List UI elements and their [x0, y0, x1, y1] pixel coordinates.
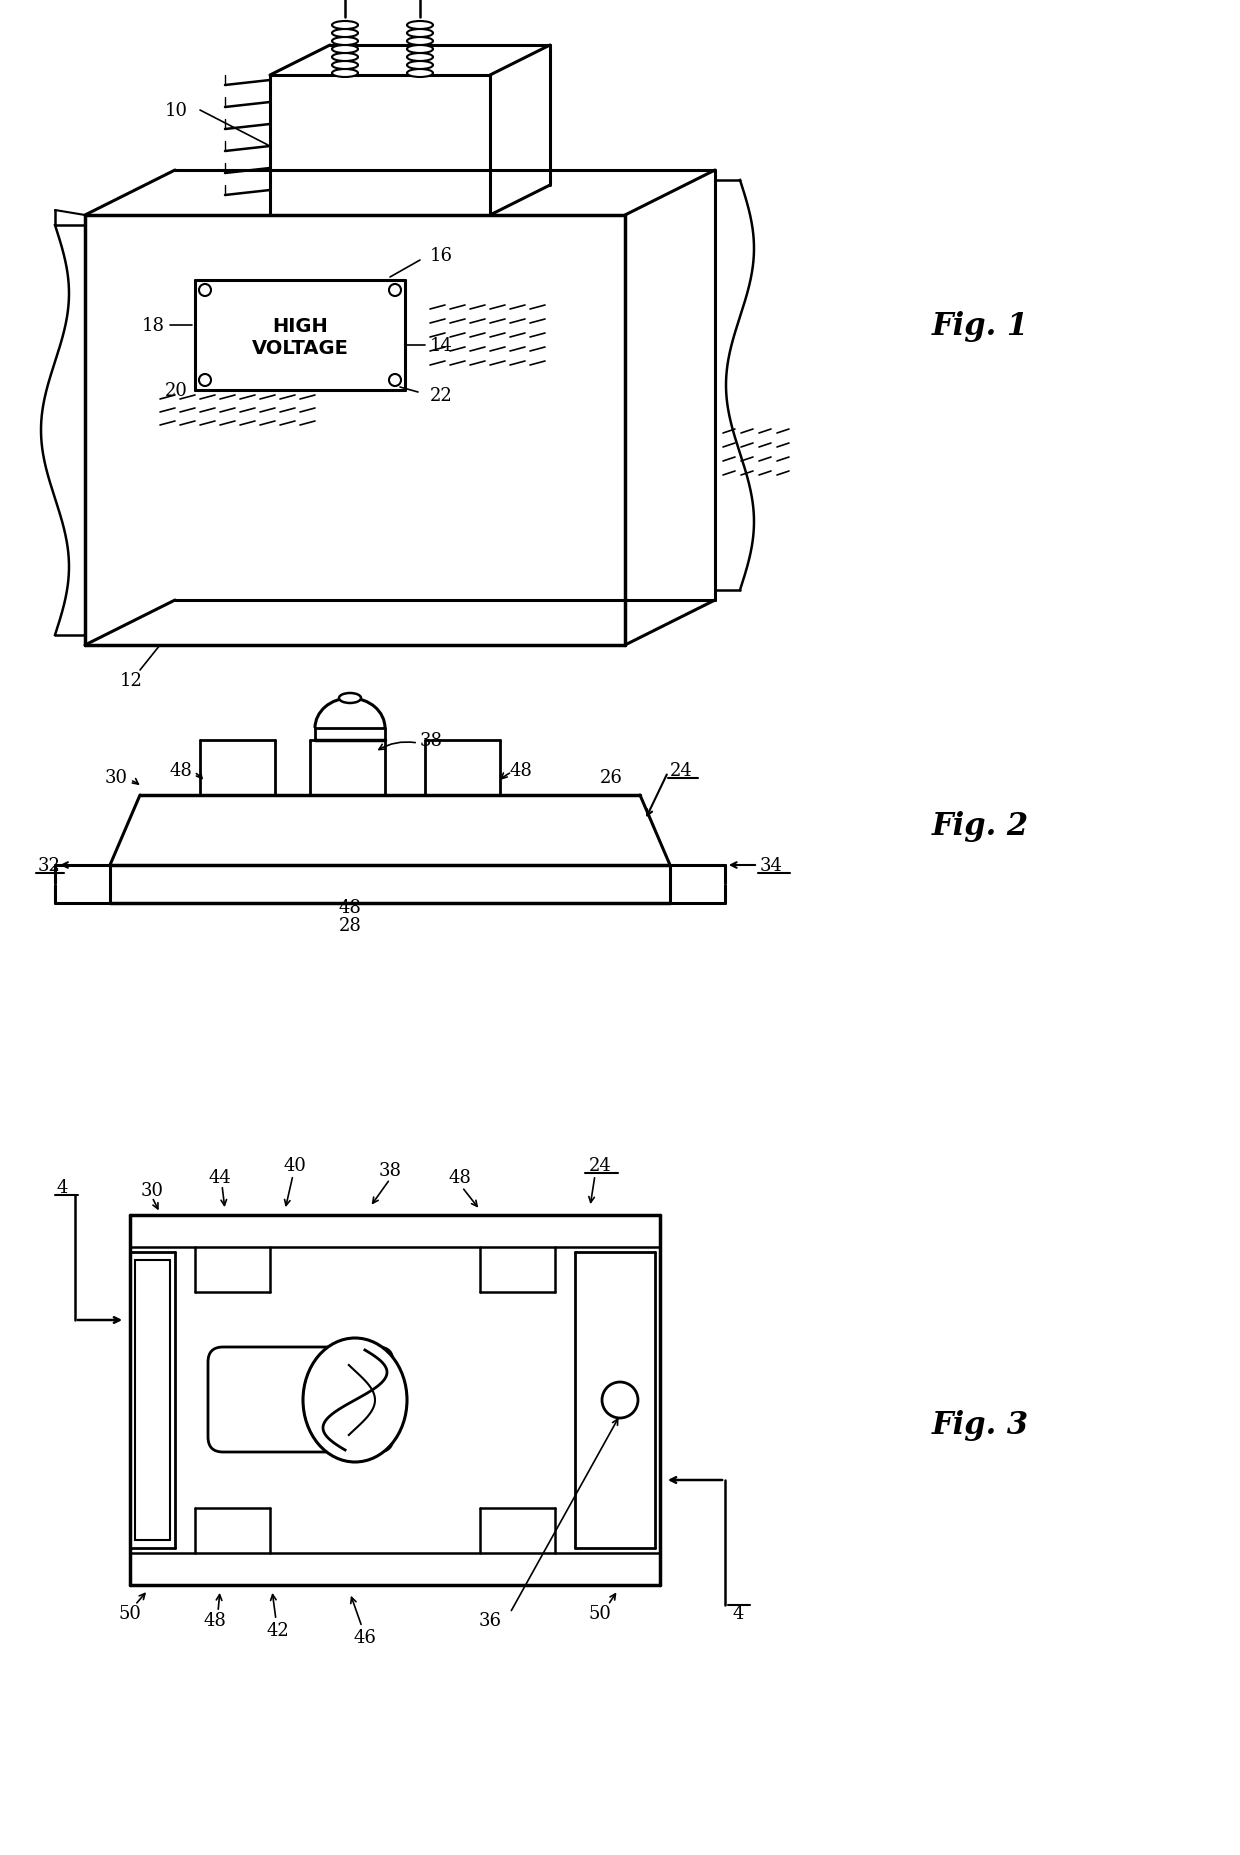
Text: 12: 12 [120, 672, 143, 690]
Text: 48: 48 [169, 762, 192, 779]
Text: 40: 40 [284, 1156, 306, 1174]
Text: Fig. 2: Fig. 2 [931, 811, 1028, 840]
Text: 28: 28 [339, 916, 361, 935]
Text: 46: 46 [353, 1629, 377, 1645]
Text: 48: 48 [510, 762, 533, 779]
Text: Fig. 1: Fig. 1 [931, 310, 1028, 341]
Ellipse shape [407, 70, 433, 78]
Text: Fig. 3: Fig. 3 [931, 1410, 1028, 1441]
Ellipse shape [332, 61, 358, 70]
Text: 16: 16 [430, 247, 453, 265]
Ellipse shape [303, 1337, 407, 1462]
Ellipse shape [339, 694, 361, 703]
Ellipse shape [407, 46, 433, 54]
Text: 26: 26 [600, 768, 622, 787]
Text: 44: 44 [208, 1169, 232, 1187]
Text: VOLTAGE: VOLTAGE [252, 339, 348, 358]
Ellipse shape [407, 22, 433, 30]
Text: 30: 30 [105, 768, 128, 787]
Ellipse shape [407, 61, 433, 70]
Text: 18: 18 [143, 317, 165, 334]
Ellipse shape [332, 70, 358, 78]
Text: 50: 50 [119, 1605, 141, 1621]
Text: 38: 38 [420, 731, 443, 749]
Text: 20: 20 [165, 382, 188, 401]
Ellipse shape [332, 46, 358, 54]
Ellipse shape [332, 30, 358, 37]
Text: 48: 48 [203, 1612, 227, 1629]
Text: 22: 22 [430, 388, 453, 404]
Text: 34: 34 [760, 857, 782, 874]
Text: 38: 38 [378, 1161, 402, 1180]
Ellipse shape [332, 37, 358, 46]
Text: 32: 32 [38, 857, 61, 874]
Text: 30: 30 [140, 1182, 164, 1200]
Text: 4: 4 [56, 1178, 68, 1196]
Text: 10: 10 [165, 102, 188, 121]
Ellipse shape [332, 22, 358, 30]
Ellipse shape [407, 37, 433, 46]
Text: 50: 50 [589, 1605, 611, 1621]
Ellipse shape [407, 54, 433, 61]
Ellipse shape [407, 30, 433, 37]
Text: 42: 42 [267, 1621, 289, 1640]
Text: HIGH: HIGH [272, 317, 327, 336]
Text: 14: 14 [430, 338, 453, 354]
Text: 24: 24 [670, 762, 693, 779]
Text: 24: 24 [589, 1156, 611, 1174]
Ellipse shape [332, 54, 358, 61]
Text: 36: 36 [479, 1612, 501, 1629]
Text: 4: 4 [733, 1605, 744, 1621]
Text: 48: 48 [339, 898, 361, 916]
Text: 48: 48 [449, 1169, 471, 1187]
